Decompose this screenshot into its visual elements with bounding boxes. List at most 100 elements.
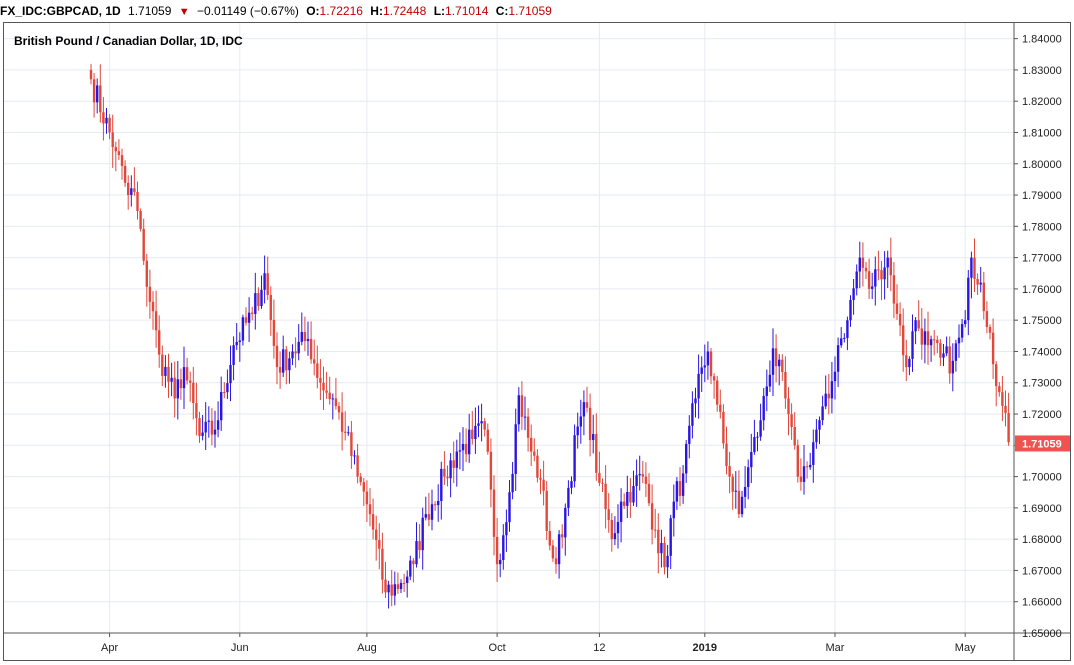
last-price-tag: 1.71059: [1015, 435, 1070, 452]
candle-body: [402, 582, 406, 584]
candle-body: [883, 267, 886, 280]
candle-body: [151, 301, 155, 312]
candle-body: [483, 421, 486, 430]
candle-body: [709, 351, 713, 377]
candle-body: [189, 380, 192, 383]
candle-body: [722, 411, 725, 444]
candle-body: [167, 366, 170, 382]
candle-body: [892, 275, 896, 304]
candle-body: [375, 529, 378, 541]
chart-frame[interactable]: 1.84000 1.83000 1.82000 1.81000 1.80000 1.790…: [3, 22, 1071, 661]
candle-body: [480, 421, 483, 424]
candle-body: [347, 432, 350, 434]
candle-body: [604, 483, 607, 510]
time-axis[interactable]: Apr Jun Aug Oct 12 2019 Mar May: [101, 633, 976, 654]
candle-body: [979, 282, 982, 285]
candle-body: [836, 345, 840, 372]
candle-body: [514, 424, 517, 474]
candle-body: [753, 437, 756, 453]
candle-body: [818, 420, 821, 430]
candle-body: [378, 540, 381, 549]
candle-body: [774, 348, 778, 367]
candle-body: [991, 332, 995, 365]
candle-body: [443, 468, 446, 477]
candle-body: [210, 420, 214, 435]
y-tick-label: 1.79000: [1022, 190, 1062, 202]
candle-body: [418, 541, 421, 551]
candle-body: [142, 228, 145, 261]
candle-body: [406, 576, 409, 584]
candle-body: [747, 467, 750, 488]
y-tick-label: 1.78000: [1022, 221, 1062, 233]
candle-body: [554, 558, 558, 565]
candle-body: [393, 584, 396, 596]
candle-body: [92, 79, 96, 103]
candle-body: [232, 345, 235, 365]
candle-body: [880, 270, 883, 280]
candle-body: [282, 349, 285, 373]
candle-body: [216, 420, 220, 430]
candle-body: [557, 534, 561, 565]
candle-body: [111, 132, 114, 148]
candle-body: [306, 338, 310, 342]
candle-body: [712, 376, 716, 381]
candle-body: [313, 359, 316, 364]
candle-body: [468, 429, 471, 455]
candle-body: [303, 332, 307, 342]
candle-body: [449, 460, 452, 479]
candle-body: [384, 579, 387, 593]
candle-body: [929, 339, 933, 346]
candle-body: [960, 324, 964, 338]
candle-body: [356, 455, 359, 477]
y-tick-label: 1.73000: [1022, 378, 1062, 390]
candle-body: [340, 412, 344, 432]
y-tick-label: 1.75000: [1022, 315, 1062, 327]
candle-body: [266, 273, 269, 296]
candle-body: [381, 548, 384, 580]
x-tick-label: Jun: [231, 642, 249, 654]
candle-body: [805, 466, 809, 468]
candle-body: [492, 489, 496, 537]
candle-body: [511, 473, 514, 493]
candle-body: [269, 295, 272, 320]
candlestick-chart[interactable]: 1.84000 1.83000 1.82000 1.81000 1.80000 1.790…: [4, 23, 1070, 660]
y-tick-label: 1.74000: [1022, 346, 1062, 358]
candle-body: [220, 392, 223, 421]
candle-body: [840, 338, 843, 346]
symbol-label[interactable]: FX_IDC:GBPCAD, 1D: [0, 4, 121, 18]
candle-body: [917, 320, 920, 329]
candle-body: [815, 429, 818, 443]
candle-body: [567, 487, 570, 508]
candle-body: [973, 257, 976, 279]
price-axis[interactable]: 1.84000 1.83000 1.82000 1.81000 1.80000 1.790…: [1014, 34, 1062, 640]
candle-body: [595, 434, 598, 473]
candle-body: [120, 155, 124, 166]
y-tick-label: 1.81000: [1022, 127, 1062, 139]
candle-body: [204, 421, 207, 433]
candle-body: [238, 340, 241, 343]
candle-body: [824, 393, 827, 407]
candle-body: [790, 414, 793, 428]
candle-body: [359, 476, 362, 483]
candle-body: [902, 325, 905, 356]
candle-body: [672, 501, 675, 519]
candle-body: [787, 398, 790, 415]
candle-body: [437, 500, 440, 506]
candle-body: [629, 491, 632, 503]
candle-body: [607, 509, 610, 521]
candle-body: [588, 407, 592, 441]
candle-body: [750, 452, 753, 468]
candle-body: [390, 584, 393, 596]
candle-body: [889, 257, 892, 276]
candle-body: [291, 351, 294, 359]
y-tick-label: 1.69000: [1022, 503, 1062, 515]
candle-body: [102, 112, 105, 124]
candle-body: [415, 541, 418, 565]
candle-body: [871, 286, 874, 289]
candle-body: [508, 492, 511, 523]
candle-body: [433, 504, 437, 506]
candle-body: [725, 443, 728, 467]
candle-body: [154, 311, 158, 331]
candle-body: [846, 320, 849, 338]
candle-body: [353, 455, 356, 457]
